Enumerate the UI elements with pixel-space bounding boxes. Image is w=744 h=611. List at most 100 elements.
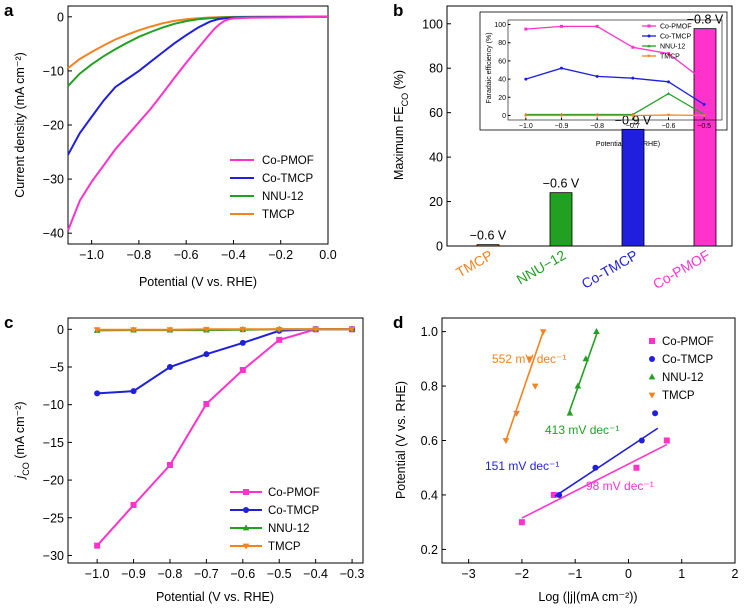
panel-d-point-tmcp — [502, 438, 510, 445]
panel-a-line-co-tmcp — [67, 15, 329, 156]
panel-d-legend-label: Co-TMCP — [662, 354, 713, 366]
panel-d-slope-label: 151 mV dec⁻¹ — [485, 459, 559, 473]
inset-point-co-tmcp — [560, 66, 563, 70]
panel-b-ylabel: Maximum FECO (%) — [392, 70, 410, 180]
panel-c-legend-label: TMCP — [268, 541, 301, 553]
panel-d-point-nnu-12 — [593, 328, 600, 335]
panel-d-ytick-label: 0.8 — [421, 380, 438, 394]
panel-c-line-co-tmcp — [97, 328, 353, 395]
inset-xtick-label: −1.0 — [519, 123, 533, 130]
inset-legend-marker — [647, 24, 651, 28]
panel-c-legend-marker — [243, 507, 249, 513]
inset-line-co-tmcp — [525, 67, 705, 106]
inset-point-co-tmcp — [524, 77, 528, 81]
panel-a-ytick-label: −40 — [43, 227, 64, 241]
panel-a-xtick-label: −0.6 — [174, 248, 199, 262]
panel-c-point-co-tmcp — [166, 364, 173, 370]
panel-a-legend-label: TMCP — [262, 209, 295, 221]
panel-d-xtick-label: −2 — [515, 567, 529, 581]
inset-point-co-pmof — [631, 45, 635, 49]
panel-a-line-co-pmof — [67, 15, 329, 231]
panel-a-ylabel: Current density (mA cm⁻²) — [13, 52, 27, 198]
panel-c-ytick-label: −10 — [43, 398, 64, 412]
inset-plot-frame — [507, 19, 723, 121]
panel-b-ytick-label: 40 — [429, 151, 443, 165]
panel-d-point-co-tmcp — [638, 437, 645, 444]
inset-point-co-pmof — [560, 24, 563, 28]
panel-c-point-tmcp — [348, 326, 356, 333]
panel-d-point-co-tmcp — [556, 491, 563, 498]
panel-c-legend-marker — [242, 543, 250, 550]
inset-legend-marker — [647, 44, 651, 48]
panel-c-line-co-pmof — [96, 328, 353, 547]
panel-d-legend-label: NNU-12 — [662, 372, 704, 384]
inset-xtick-label: −0.6 — [662, 123, 676, 130]
inset-ytick-label: 60 — [498, 58, 506, 65]
panel-c-point-tmcp — [312, 326, 319, 333]
panel-d-point-tmcp — [513, 410, 520, 417]
inset-point-co-tmcp — [667, 80, 670, 84]
panel-a-letter: a — [4, 1, 14, 20]
panel-d-slope-label: 98 mV dec⁻¹ — [586, 479, 654, 493]
inset-point-tmcp — [666, 113, 671, 117]
panel-b-category-label: TMCP — [453, 247, 495, 281]
panel-b-bar-label: −0.6 V — [543, 177, 580, 191]
panel-c-point-co-tmcp — [94, 390, 101, 397]
inset-legend-label: NNU-12 — [660, 44, 685, 51]
panel-a-ytick-label: −20 — [43, 119, 64, 133]
panel-d-slope-label: 413 mV dec⁻¹ — [545, 423, 619, 437]
panel-c-ytick-label: −30 — [43, 549, 64, 563]
panel-b-bar-co-tmcp — [621, 128, 645, 247]
panel-c-ytick-label: −5 — [50, 361, 64, 375]
panel-b-letter: b — [393, 1, 403, 20]
panel-d-point-co-pmof — [663, 437, 670, 444]
inset-ytick-label: 20 — [498, 95, 506, 102]
panel-c-point-co-pmof — [239, 367, 246, 374]
panel-c-point-tmcp — [203, 326, 210, 333]
panel-c-point-co-pmof — [276, 336, 283, 343]
panel-c-point-tmcp — [239, 326, 247, 333]
panel-a-legend-label: NNU-12 — [262, 191, 304, 203]
panel-d-ytick-label: 0.2 — [421, 543, 438, 557]
panel-c-point-tmcp — [130, 327, 137, 334]
panel-d-point-co-tmcp — [592, 464, 599, 471]
inset-point-co-tmcp — [631, 76, 635, 80]
inset-point-tmcp — [702, 114, 706, 118]
panel-c: c Potential (V vs. RHE) jCO (mA cm⁻²) −1… — [4, 313, 364, 604]
inset-ytick-label: 40 — [498, 77, 506, 84]
inset-legend-label: Co-PMOF — [660, 24, 692, 31]
panel-d-legend-marker — [649, 356, 655, 362]
panel-c-xtick-label: −1.0 — [85, 567, 110, 581]
panel-c-xtick-label: −0.6 — [230, 567, 255, 581]
inset-line-nnu-12 — [525, 92, 705, 116]
inset-point-co-tmcp — [595, 74, 599, 78]
panel-a-xlabel: Potential (V vs. RHE) — [139, 275, 257, 289]
panel-c-legend-marker — [243, 489, 249, 495]
panel-c-ytick-label: −15 — [43, 436, 64, 450]
panel-c-xtick-label: −0.4 — [303, 567, 328, 581]
panel-c-point-co-pmof — [130, 501, 137, 508]
panel-d-xtick-label: 2 — [732, 567, 739, 581]
panel-d-legend-marker — [648, 373, 656, 380]
inset-legend-label: TMCP — [660, 54, 680, 61]
panel-d-xlabel: Log (|j|(mA cm⁻²)) — [538, 590, 637, 604]
panel-b-frame — [446, 5, 733, 247]
inset-point-co-pmof — [702, 79, 706, 83]
panel-c-point-co-tmcp — [203, 351, 210, 358]
panel-c-point-co-tmcp — [130, 388, 137, 395]
inset-ytick-label: 80 — [498, 40, 506, 47]
panel-d-fit-nnu-12 — [568, 331, 599, 414]
inset-line-co-pmof — [525, 25, 705, 82]
inset-ytick-label: 0 — [502, 113, 506, 120]
panel-c-point-co-tmcp — [239, 339, 246, 346]
panel-b-ytick-label: 80 — [429, 62, 443, 76]
panel-c-xlabel: Potential (V vs. RHE) — [156, 590, 274, 604]
panel-b-ytick-label: 0 — [436, 240, 443, 254]
inset-point-tmcp — [631, 114, 635, 118]
panel-a-xtick-label: 0.0 — [319, 248, 336, 262]
panel-c-xtick-label: −0.3 — [340, 567, 365, 581]
panel-d-point-tmcp — [526, 356, 534, 363]
panel-b-ytick-label: 20 — [429, 195, 443, 209]
panel-b-ytick-label: 60 — [429, 106, 443, 120]
